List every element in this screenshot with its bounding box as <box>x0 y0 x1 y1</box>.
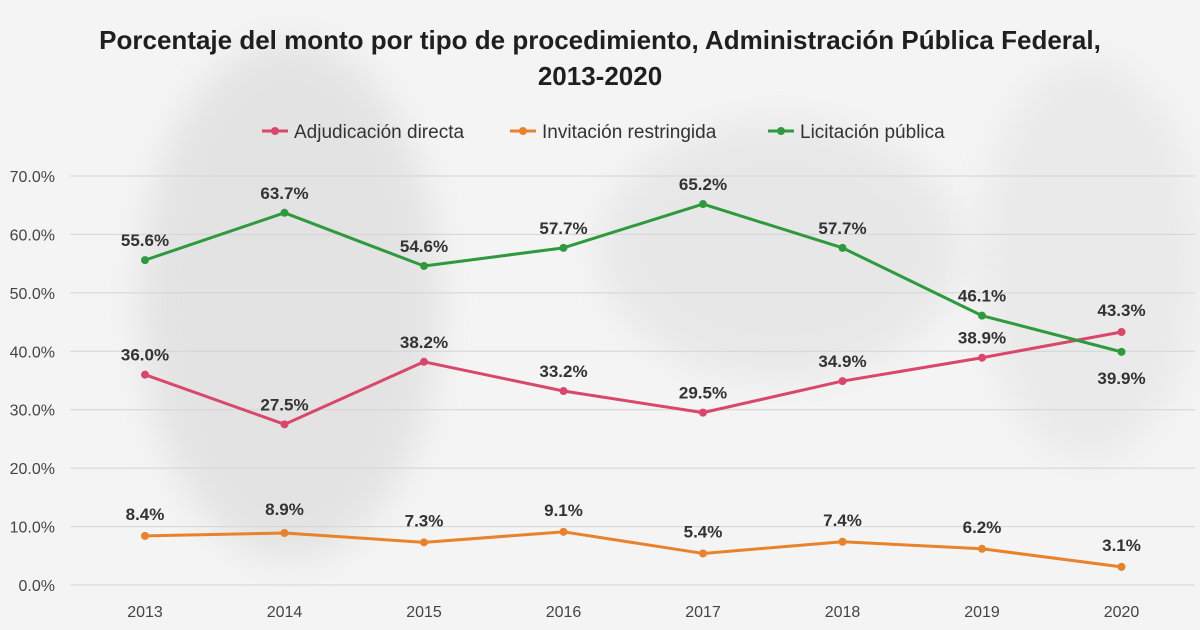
data-point <box>280 420 289 429</box>
data-point <box>141 370 149 379</box>
data-point <box>699 549 707 558</box>
x-tick-label: 2020 <box>1104 604 1140 621</box>
data-label: 36.0% <box>121 346 169 365</box>
data-label: 3.1% <box>1102 536 1141 555</box>
x-tick-label: 2019 <box>964 604 1000 621</box>
data-point <box>978 544 986 553</box>
background-shape <box>980 60 1200 460</box>
data-point <box>280 528 289 537</box>
data-label: 38.2% <box>400 333 448 352</box>
data-point <box>978 311 986 320</box>
legend-marker <box>777 127 785 135</box>
data-label: 8.4% <box>126 505 165 524</box>
x-tick-label: 2013 <box>127 604 163 621</box>
data-label: 57.7% <box>818 219 866 238</box>
data-point <box>559 387 568 396</box>
data-point <box>699 408 707 417</box>
chart-title-line-1: Porcentaje del monto por tipo de procedi… <box>99 25 1101 55</box>
data-label: 57.7% <box>539 219 587 238</box>
legend-label: Adjudicación directa <box>294 122 464 143</box>
legend-marker <box>271 127 279 135</box>
data-label: 39.9% <box>1097 369 1145 388</box>
data-label: 38.9% <box>958 329 1006 348</box>
data-point <box>141 256 149 265</box>
data-label: 43.3% <box>1097 301 1145 320</box>
y-tick-label: 50.0% <box>10 286 55 303</box>
x-tick-label: 2016 <box>546 604 582 621</box>
y-tick-label: 60.0% <box>10 227 55 244</box>
data-point <box>699 200 707 209</box>
y-tick-label: 10.0% <box>10 520 55 537</box>
x-tick-label: 2018 <box>825 604 861 621</box>
x-tick-label: 2017 <box>685 604 721 621</box>
data-point <box>280 208 289 217</box>
chart-title-line-2: 2013-2020 <box>537 61 663 91</box>
data-label: 9.1% <box>544 501 583 520</box>
data-label: 8.9% <box>265 500 304 519</box>
data-label: 63.7% <box>260 184 308 203</box>
data-point <box>1117 562 1126 571</box>
data-label: 27.5% <box>260 395 308 414</box>
series-line <box>144 202 1122 354</box>
x-tick-label: 2015 <box>406 604 442 621</box>
series-line <box>144 530 1122 569</box>
background-shape <box>600 120 960 380</box>
chart-title: Porcentaje del monto por tipo de procedi… <box>0 22 1200 94</box>
data-label: 34.9% <box>818 352 866 371</box>
background-shape <box>140 40 440 560</box>
legend-label: Licitación pública <box>800 122 945 143</box>
data-label: 7.4% <box>823 511 862 530</box>
data-label: 5.4% <box>684 522 723 541</box>
data-point <box>141 531 149 540</box>
data-point <box>1117 328 1126 337</box>
y-tick-label: 70.0% <box>10 169 55 186</box>
data-label: 33.2% <box>539 362 587 381</box>
data-point <box>420 357 428 366</box>
legend-label: Invitación restringida <box>542 122 717 143</box>
data-point <box>559 243 568 252</box>
data-point <box>838 537 847 546</box>
data-label: 7.3% <box>405 511 444 530</box>
y-tick-label: 30.0% <box>10 403 55 420</box>
y-tick-label: 20.0% <box>10 461 55 478</box>
data-point <box>838 377 847 386</box>
data-point <box>420 261 428 270</box>
data-label: 29.5% <box>679 384 727 403</box>
data-point <box>420 538 428 547</box>
data-label: 55.6% <box>121 231 169 250</box>
data-point <box>1117 347 1126 356</box>
series-line <box>144 330 1122 426</box>
data-point <box>838 243 847 252</box>
data-label: 65.2% <box>679 175 727 194</box>
legend-marker <box>519 127 527 135</box>
y-tick-label: 40.0% <box>10 344 55 361</box>
x-tick-label: 2014 <box>267 604 303 621</box>
y-tick-label: 0.0% <box>19 578 55 595</box>
data-label: 54.6% <box>400 237 448 256</box>
data-point <box>978 353 986 362</box>
data-label: 46.1% <box>958 287 1006 306</box>
data-point <box>559 527 568 536</box>
data-label: 6.2% <box>963 518 1002 537</box>
